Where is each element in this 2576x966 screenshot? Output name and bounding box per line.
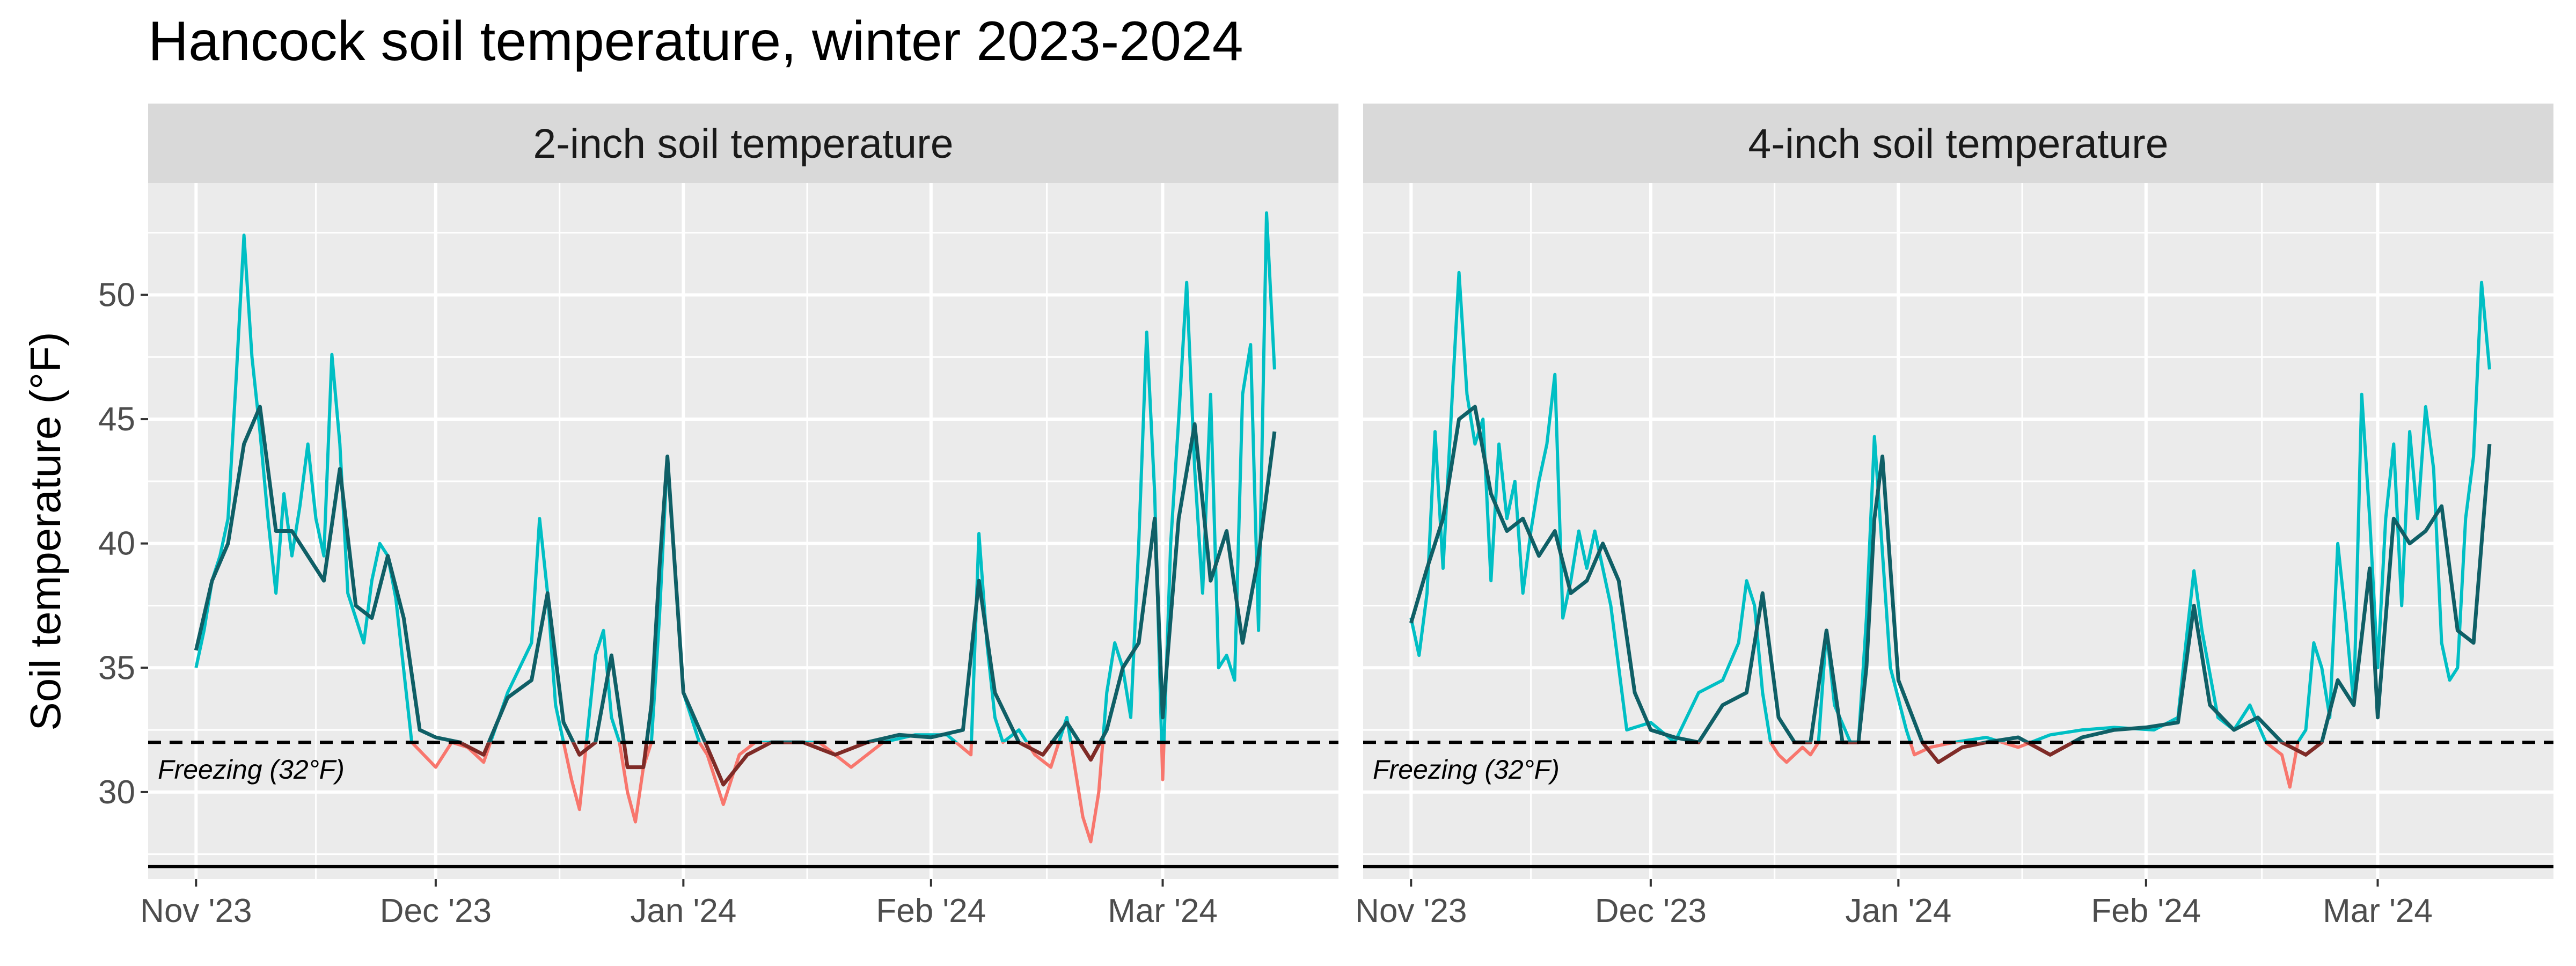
x-tick-label: Jan '24 — [630, 892, 736, 930]
raw-temperature-line-above-freezing — [1409, 270, 2491, 743]
x-tick-label: Nov '23 — [140, 892, 252, 930]
y-tick-label: 50 — [98, 276, 135, 313]
y-tick-label: 45 — [98, 401, 135, 438]
x-tick-label: Nov '23 — [1355, 892, 1467, 930]
facet-strip-label: 4-inch soil temperature — [1748, 121, 2168, 167]
facet-strip — [1363, 104, 2553, 183]
panel-2: 4-inch soil temperature Freezing (32°F) Mi… — [1355, 104, 2553, 930]
x-tick-label: Mar '24 — [1108, 892, 1218, 930]
smoothed-temperature-line-above-freezing — [194, 405, 1277, 743]
chart-title: Hancock soil temperature, winter 2023-20… — [148, 10, 1243, 72]
x-tick-label: Feb '24 — [2091, 892, 2201, 930]
minimum-survival-reference-label: Minimum for volunteer survival (27°F) — [158, 875, 604, 905]
chart-panels: 2-inch soil temperature Freezing (32°F) Mi… — [98, 104, 2553, 930]
panel-1: 2-inch soil temperature Freezing (32°F) Mi… — [98, 104, 1338, 930]
minimum-survival-reference-label: Minimum for volunteer survival (27°F) — [1373, 875, 1819, 905]
x-tick-label: Mar '24 — [2323, 892, 2433, 930]
x-tick-label: Feb '24 — [876, 892, 986, 930]
x-tick-label: Jan '24 — [1845, 892, 1951, 930]
y-tick-label: 40 — [98, 525, 135, 562]
freezing-reference-label: Freezing (32°F) — [158, 755, 345, 785]
x-tick-label: Dec '23 — [380, 892, 492, 930]
x-tick-label: Dec '23 — [1595, 892, 1707, 930]
freezing-reference-label: Freezing (32°F) — [1373, 755, 1560, 785]
y-axis-title: Soil temperature (°F) — [21, 332, 69, 730]
facet-strip-label: 2-inch soil temperature — [533, 121, 953, 167]
y-tick-label: 35 — [98, 649, 135, 686]
smoothed-temperature-line-above-freezing — [1409, 405, 2492, 743]
facet-strip — [148, 104, 1338, 183]
y-tick-label: 30 — [98, 774, 135, 811]
